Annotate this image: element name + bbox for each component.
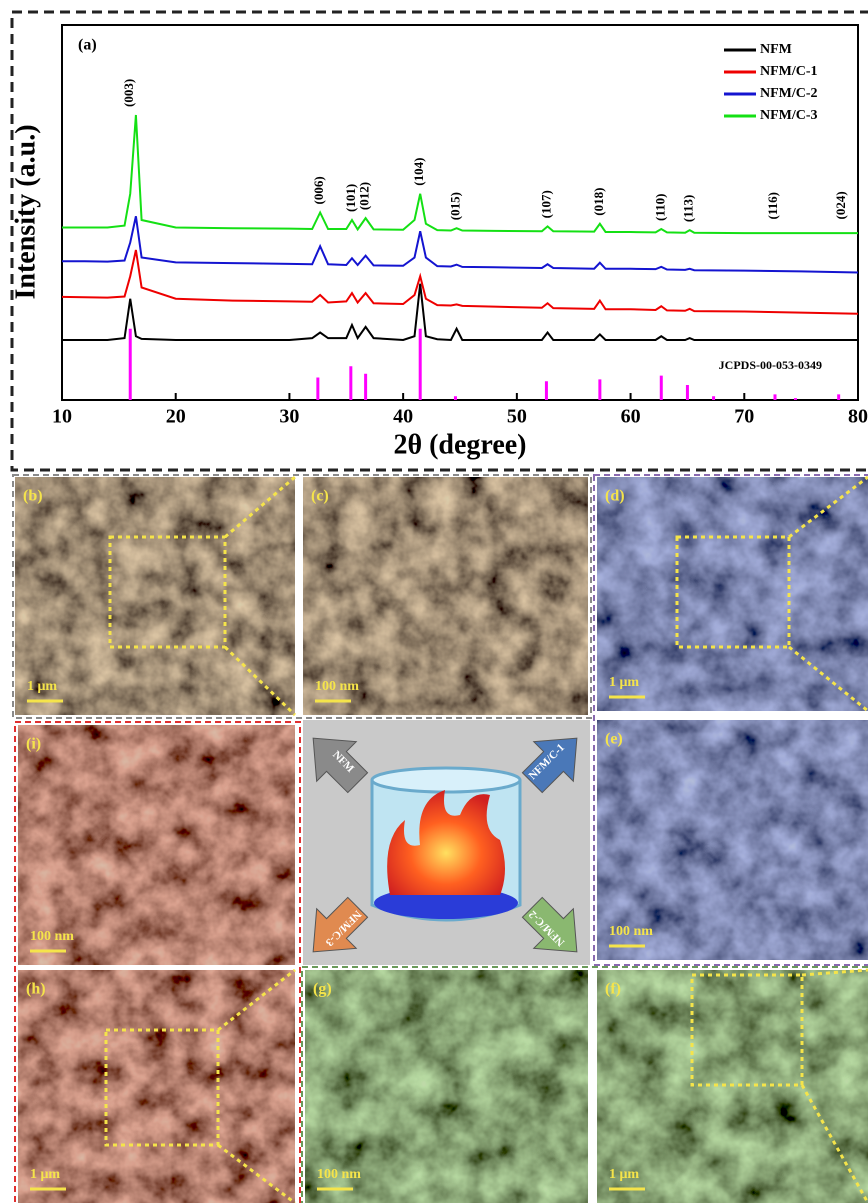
panel-label: (h) — [26, 981, 46, 998]
sem-panel: (g) 100 nm — [305, 970, 588, 1203]
legend-label: NFM/C-3 — [760, 108, 818, 123]
scale-label: 1 μm — [609, 675, 639, 690]
x-axis-label: 2θ (degree) — [393, 429, 526, 460]
series-line — [62, 216, 858, 272]
sem-panel: (i) 100 nm — [18, 725, 295, 965]
peak-label: (015) — [448, 192, 463, 220]
legend-label: NFM/C-2 — [760, 86, 818, 101]
page: {"chart_data": {"type": "line", "panel_l… — [0, 0, 868, 1203]
peak-label: (107) — [539, 190, 554, 218]
figure: (a) 2θ (degree) Intensity (a.u.) JCPDS-0… — [0, 0, 868, 1203]
beaker-rim — [372, 768, 520, 792]
sem-panel: (e) 100 nm — [597, 720, 868, 960]
panel-label: (a) — [78, 37, 97, 54]
panel-a-frame — [12, 12, 868, 470]
panel-label: (c) — [311, 488, 329, 505]
x-tick-label: 20 — [166, 406, 186, 428]
sem-panel: (b) 1 μm — [15, 477, 295, 715]
x-tick-label: 70 — [734, 406, 754, 428]
y-axis-label: Intensity (a.u.) — [10, 124, 41, 299]
peak-label: (012) — [357, 182, 372, 210]
peak-label: (110) — [652, 194, 667, 221]
panel-label: (d) — [605, 488, 625, 505]
sem-panel: (h) 1 μm — [18, 970, 295, 1203]
x-tick-label: 80 — [848, 406, 868, 428]
peak-label: (018) — [591, 188, 606, 216]
x-tick-label: 60 — [621, 406, 641, 428]
x-tick-label: 10 — [52, 406, 72, 428]
legend-label: NFM/C-1 — [760, 64, 818, 79]
panel-label: (g) — [313, 981, 332, 998]
peak-label: (024) — [833, 191, 848, 219]
panel-label: (f) — [605, 981, 621, 998]
series-line — [62, 250, 858, 314]
reference-label: JCPDS-00-053-0349 — [719, 358, 822, 372]
panel-label: (b) — [23, 488, 43, 505]
scale-label: 1 μm — [30, 1167, 60, 1182]
peak-label: (116) — [765, 192, 780, 219]
sem-panel: (f) 1 μm — [597, 970, 868, 1203]
x-tick-label: 40 — [393, 406, 413, 428]
legend-label: NFM — [760, 42, 792, 57]
scale-label: 1 μm — [27, 679, 57, 694]
sem-panel: (c) 100 nm — [303, 477, 588, 715]
scale-label: 100 nm — [30, 929, 74, 944]
scale-label: 100 nm — [315, 679, 359, 694]
peak-label: (113) — [681, 195, 696, 222]
panel-label: (e) — [605, 731, 623, 748]
x-tick-label: 30 — [279, 406, 299, 428]
scale-label: 100 nm — [317, 1167, 361, 1182]
scale-label: 100 nm — [609, 924, 653, 939]
scale-label: 1 μm — [609, 1167, 639, 1182]
x-tick-label: 50 — [507, 406, 527, 428]
peak-label: (104) — [411, 158, 426, 186]
peak-label: (006) — [311, 176, 326, 204]
sem-panel: (d) 1 μm — [597, 477, 868, 711]
panel-label: (i) — [26, 736, 41, 753]
peak-label: (003) — [121, 79, 136, 107]
